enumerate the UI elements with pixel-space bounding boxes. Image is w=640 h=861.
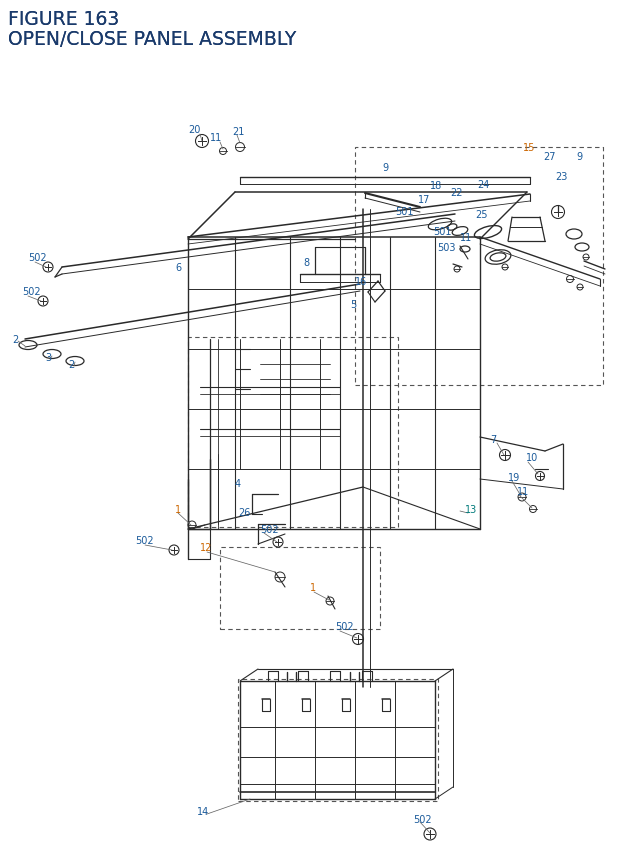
Text: 17: 17: [418, 195, 430, 205]
Bar: [220, 548, 380, 629]
Text: 501: 501: [395, 207, 413, 217]
Text: 25: 25: [475, 210, 488, 220]
Text: 12: 12: [200, 542, 212, 553]
Text: 502: 502: [413, 814, 431, 824]
Text: 502: 502: [22, 287, 40, 297]
Text: 14: 14: [197, 806, 209, 816]
Text: 24: 24: [477, 180, 490, 189]
Bar: [355, 148, 603, 386]
Text: 18: 18: [430, 181, 442, 191]
Text: 9: 9: [576, 152, 582, 162]
Text: FIGURE 163: FIGURE 163: [8, 10, 119, 29]
Text: 501: 501: [433, 226, 451, 237]
Text: OPEN/CLOSE PANEL ASSEMBLY: OPEN/CLOSE PANEL ASSEMBLY: [8, 30, 296, 49]
Text: 21: 21: [232, 127, 244, 137]
Text: 502: 502: [260, 524, 278, 535]
Text: 5: 5: [350, 300, 356, 310]
Text: 502: 502: [335, 622, 354, 631]
Text: 1: 1: [310, 582, 316, 592]
Text: 22: 22: [450, 188, 463, 198]
Text: 503: 503: [437, 243, 456, 253]
Text: 26: 26: [238, 507, 250, 517]
Text: 2: 2: [12, 335, 19, 344]
Text: 27: 27: [543, 152, 556, 162]
Text: 13: 13: [465, 505, 477, 514]
Text: 23: 23: [555, 172, 568, 182]
Text: FIGURE 163: FIGURE 163: [8, 10, 119, 29]
Text: 7: 7: [490, 435, 496, 444]
Text: OPEN/CLOSE PANEL ASSEMBLY: OPEN/CLOSE PANEL ASSEMBLY: [8, 30, 296, 49]
Text: 502: 502: [28, 253, 47, 263]
Text: 11: 11: [517, 486, 529, 497]
Text: 20: 20: [188, 125, 200, 135]
Text: 8: 8: [303, 257, 309, 268]
Text: 11: 11: [210, 133, 222, 143]
Bar: [238, 679, 438, 801]
Text: 2: 2: [68, 360, 74, 369]
Text: 6: 6: [175, 263, 181, 273]
Text: 19: 19: [508, 473, 520, 482]
Bar: [188, 338, 398, 528]
Text: 1: 1: [175, 505, 181, 514]
Text: 4: 4: [235, 479, 241, 488]
Text: 10: 10: [526, 453, 538, 462]
Text: 502: 502: [135, 536, 154, 545]
Text: 16: 16: [355, 276, 367, 287]
Text: 11: 11: [460, 232, 472, 243]
Text: 9: 9: [382, 163, 388, 173]
Text: 15: 15: [523, 143, 536, 152]
Text: 3: 3: [45, 353, 51, 362]
